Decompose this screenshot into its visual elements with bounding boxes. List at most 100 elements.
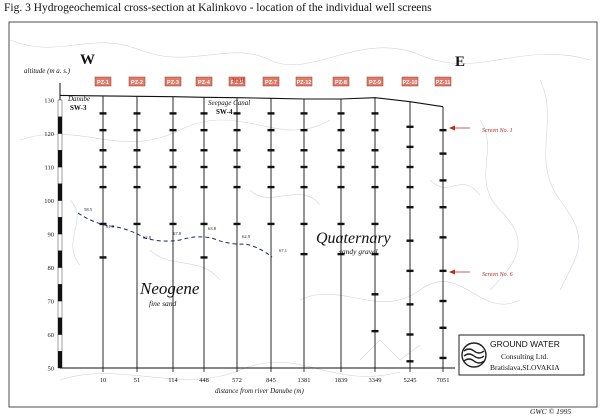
well-id-box xyxy=(228,76,246,87)
well-screen xyxy=(133,149,141,152)
altitude-tick-label: 120 xyxy=(44,131,54,138)
well-screen xyxy=(200,128,208,132)
east-label: E xyxy=(455,54,465,70)
axis-scale-segment xyxy=(57,116,63,134)
formation-boundary xyxy=(77,212,273,258)
well-screen xyxy=(200,256,208,259)
axis-scale-segment xyxy=(57,300,63,318)
well-id-box xyxy=(94,76,112,87)
well-screen xyxy=(200,185,208,189)
figure-title: Fig. 3 Hydrogeochemical cross-section at… xyxy=(4,2,432,14)
well-pz-1: PZ-1 xyxy=(94,76,112,368)
well-screen xyxy=(169,185,177,189)
altitude-tick-label: 50 xyxy=(48,366,55,373)
well-screen xyxy=(169,128,177,132)
well-screen xyxy=(133,165,141,169)
well-screen xyxy=(406,360,414,363)
well-screen xyxy=(200,112,208,115)
well-screen xyxy=(300,165,308,169)
well-screen xyxy=(99,112,107,115)
logo-line2: Consulting Ltd. xyxy=(501,352,548,361)
well-screen xyxy=(337,165,345,169)
well-screen xyxy=(300,128,308,132)
well-screen xyxy=(300,252,308,256)
axis-scale-segment xyxy=(57,284,63,302)
well-screen xyxy=(200,149,208,152)
well-screen xyxy=(439,269,447,273)
well-screen xyxy=(371,149,379,152)
well-screen xyxy=(406,303,414,306)
well-screen xyxy=(233,185,241,189)
well-screen xyxy=(406,333,414,336)
well-screen xyxy=(371,128,379,132)
distance-tick-label: 51 xyxy=(134,377,141,384)
well-screen xyxy=(99,222,107,226)
well-screen xyxy=(371,293,379,296)
altitude-tick-label: 60 xyxy=(48,332,55,339)
boundary-value-label: 62.8 xyxy=(143,235,152,240)
distance-tick-label: 114 xyxy=(168,377,178,384)
well-screen xyxy=(133,222,141,226)
well-screen xyxy=(267,185,275,189)
boundary-value-label: 61.8 xyxy=(106,224,115,229)
well-id-label: PZ-4 xyxy=(198,80,211,86)
well-screen xyxy=(406,269,414,273)
boundary-value-label: 62.9 xyxy=(242,234,251,239)
copyright: GWC © 1995 xyxy=(530,407,571,416)
well-screen xyxy=(300,112,308,115)
screen-annotation-label: Screen No. 1 xyxy=(482,128,513,134)
well-screen xyxy=(406,145,414,149)
well-screen xyxy=(169,112,177,115)
well-id-box xyxy=(164,76,182,87)
danube-label: Danube xyxy=(67,95,90,103)
axis-scale-segment xyxy=(57,334,63,352)
altitude-tick-label: 80 xyxy=(48,265,55,272)
well-id-box xyxy=(434,76,452,87)
sandy-gravel-label: sandy gravel xyxy=(339,247,378,256)
logo-line1: GROUND WATER xyxy=(490,339,560,349)
well-screen xyxy=(439,128,447,132)
annotation-arrowhead xyxy=(449,125,455,131)
well-id-box xyxy=(366,76,384,87)
boundary-value-label: 58.5 xyxy=(84,207,93,212)
well-screen xyxy=(233,165,241,169)
seepage-canal-label: Seepage Canal xyxy=(208,99,250,107)
well-screen xyxy=(337,112,345,115)
well-screen xyxy=(99,185,107,189)
well-screen xyxy=(300,149,308,152)
distance-tick-label: 3349 xyxy=(369,377,382,384)
ground-surface-line xyxy=(59,94,444,108)
well-pz-12: PZ-12 xyxy=(295,76,313,368)
well-pz-8: PZ-8 xyxy=(332,76,350,368)
well-id-label: PZ-5 xyxy=(231,80,243,86)
well-screen xyxy=(267,222,275,226)
well-screen xyxy=(337,149,345,152)
well-screen xyxy=(233,222,241,226)
well-screen xyxy=(406,165,414,169)
well-screen xyxy=(371,252,379,256)
well-screen xyxy=(169,165,177,169)
well-id-label: PZ-12 xyxy=(297,80,312,86)
well-screen xyxy=(233,112,241,115)
distance-tick-label: 10 xyxy=(100,377,107,384)
well-screen xyxy=(267,149,275,152)
altitude-tick-label: 70 xyxy=(48,299,55,306)
background-map xyxy=(9,39,591,381)
waves-icon xyxy=(461,342,487,368)
axis-scale-segment xyxy=(57,150,63,168)
axis-scale-segment xyxy=(57,233,63,251)
well-screen xyxy=(300,185,308,189)
fine-sand-label: fine sand xyxy=(149,299,177,308)
well-screen xyxy=(439,152,447,155)
distance-tick-label: 448 xyxy=(199,377,209,384)
axis-scale-segment xyxy=(57,166,63,184)
well-id-box xyxy=(128,76,146,87)
well-screen xyxy=(337,128,345,132)
well-id-box xyxy=(295,76,313,87)
well-screen xyxy=(371,329,379,333)
well-screen xyxy=(371,112,379,115)
axis-scale-segment xyxy=(57,200,63,218)
well-screen xyxy=(267,128,275,132)
